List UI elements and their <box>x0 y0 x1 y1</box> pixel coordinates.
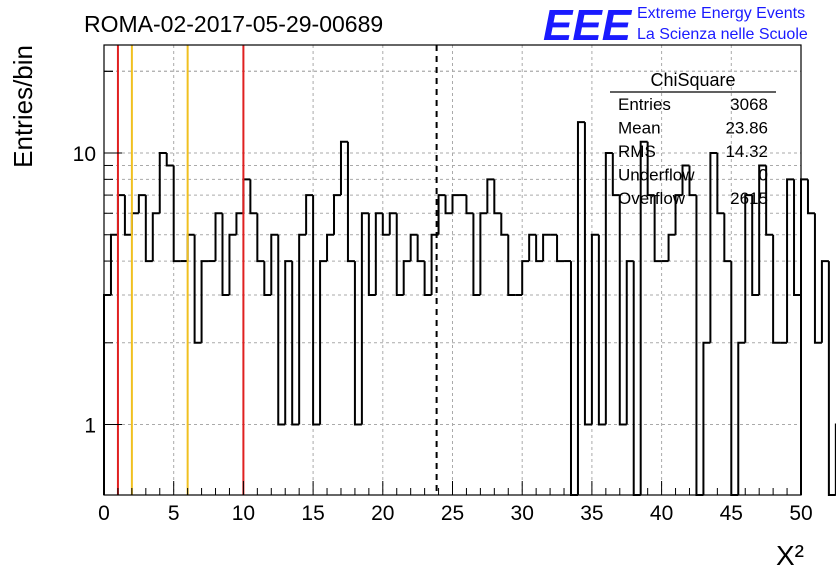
logo-line-2: La Scienza nelle Scuole <box>637 26 808 43</box>
logo-mark: EEE <box>543 1 633 50</box>
y-axis-label: Entries/bin <box>8 45 38 168</box>
stats-title: ChiSquare <box>650 70 735 90</box>
stats-row-value: 2615 <box>730 189 768 208</box>
stats-row-value: 23.86 <box>725 119 768 138</box>
x-tick-label: 30 <box>511 502 534 525</box>
x-tick-label: 35 <box>580 502 603 525</box>
stats-row-label: Mean <box>618 119 661 138</box>
x-tick-label: 40 <box>650 502 673 525</box>
eee-logo: EEE Extreme Energy Events La Scienza nel… <box>543 1 808 50</box>
stats-row-label: RMS <box>618 142 656 161</box>
x-tick-label: 5 <box>168 502 180 525</box>
x-axis-label: X² <box>776 540 804 571</box>
stats-row-value: 0 <box>759 166 768 185</box>
x-tick-label: 20 <box>371 502 394 525</box>
x-tick-label: 0 <box>98 502 110 525</box>
y-tick-label: 10 <box>73 143 96 166</box>
stats-row-label: Entries <box>618 95 671 114</box>
x-tick-label: 45 <box>720 502 743 525</box>
stats-row-value: 14.32 <box>725 142 768 161</box>
chart-title: ROMA-02-2017-05-29-00689 <box>84 11 383 37</box>
x-tick-label: 10 <box>232 502 255 525</box>
stats-row-value: 3068 <box>730 95 768 114</box>
stats-row-label: Underflow <box>618 166 695 185</box>
x-tick-label: 50 <box>789 502 812 525</box>
x-tick-label: 15 <box>301 502 324 525</box>
stats-row-label: Overflow <box>618 189 686 208</box>
x-tick-label: 25 <box>441 502 464 525</box>
logo-line-1: Extreme Energy Events <box>637 5 805 22</box>
y-tick-label: 1 <box>84 415 96 438</box>
